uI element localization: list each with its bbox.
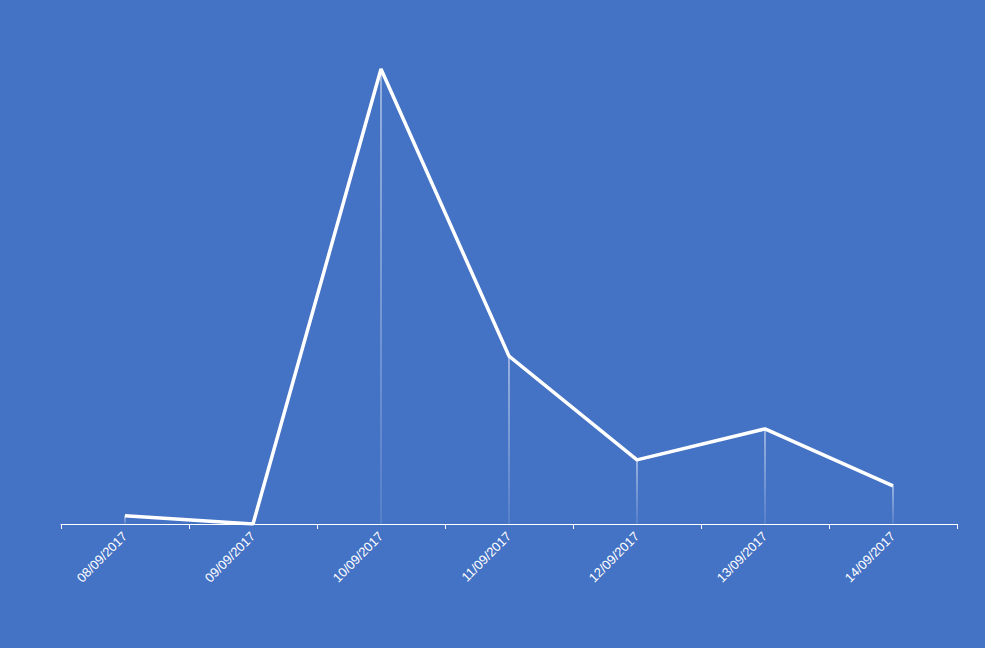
- svg-text:12/09/2017: 12/09/2017: [586, 529, 643, 586]
- svg-text:13/09/2017: 13/09/2017: [714, 529, 771, 586]
- svg-text:14/09/2017: 14/09/2017: [842, 529, 899, 586]
- svg-text:09/09/2017: 09/09/2017: [202, 529, 259, 586]
- svg-text:11/09/2017: 11/09/2017: [458, 529, 514, 585]
- svg-text:10/09/2017: 10/09/2017: [330, 529, 387, 586]
- svg-text:08/09/2017: 08/09/2017: [74, 529, 131, 586]
